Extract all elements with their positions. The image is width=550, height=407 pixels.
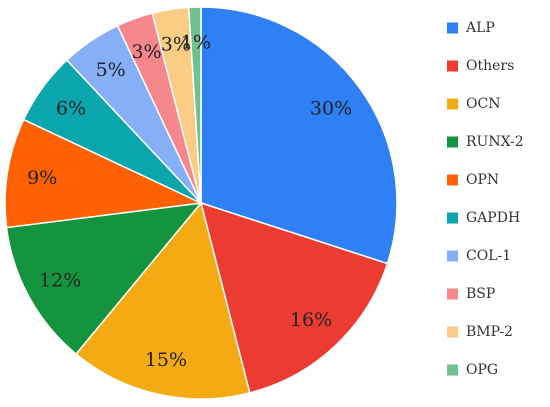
legend-label-bsp: BSP [466,286,495,302]
slice-label-alp: 30% [310,98,352,120]
slice-label-ocn: 15% [145,349,187,371]
slice-label-bsp: 3% [131,41,161,63]
legend-swatch-opn [447,174,458,186]
legend-swatch-col-1 [447,250,458,262]
legend-label-bmp-2: BMP-2 [466,324,513,340]
pie-slice-labels: 30%16%15%12%9%6%5%3% 3%1% [27,31,352,370]
legend-swatch-bsp [447,288,458,300]
pie-slice-ocn [75,201,251,400]
pie-slice-opg [187,6,202,204]
legend-label-others: Others [466,58,514,74]
legend-swatch-others [447,60,458,72]
legend-label-gapdh: GAPDH [466,210,520,226]
pie-slice-alp [200,6,398,265]
legend-label-ocn: OCN [466,96,500,112]
slice-label-gapdh: 6% [56,98,86,120]
legend-label-col-1: COL-1 [466,248,511,264]
legend-swatch-gapdh [447,212,458,224]
pie-slice-opn [4,118,204,229]
legend-label-alp: ALP [465,20,495,36]
legend-swatch-runx-2 [447,136,458,148]
legend-swatch-bmp-2 [447,326,458,338]
pie-slice-runx-2 [5,202,203,356]
legend: ALP Others OCN RUNX-2 OPN GAPDH COL-1 BSP BMP-2 O… [447,20,524,378]
legend-swatch-opg [447,364,458,376]
slice-label-col-1: 5% [96,59,126,81]
legend-swatch-alp [447,22,458,34]
slice-label-opg: 1% [181,31,211,53]
slice-label-others: 16% [290,309,332,331]
legend-swatch-ocn [447,98,458,110]
pie-slices [4,6,398,400]
slice-label-runx-2: 12% [39,269,81,291]
legend-label-opg: OPG [466,362,498,378]
legend-label-runx-2: RUNX-2 [466,134,524,150]
slice-label-bmp-2: 3% [161,33,191,55]
slice-label-opn: 9% [27,167,57,189]
pie-slice-others [199,201,389,394]
legend-label-opn: OPN [466,172,499,188]
